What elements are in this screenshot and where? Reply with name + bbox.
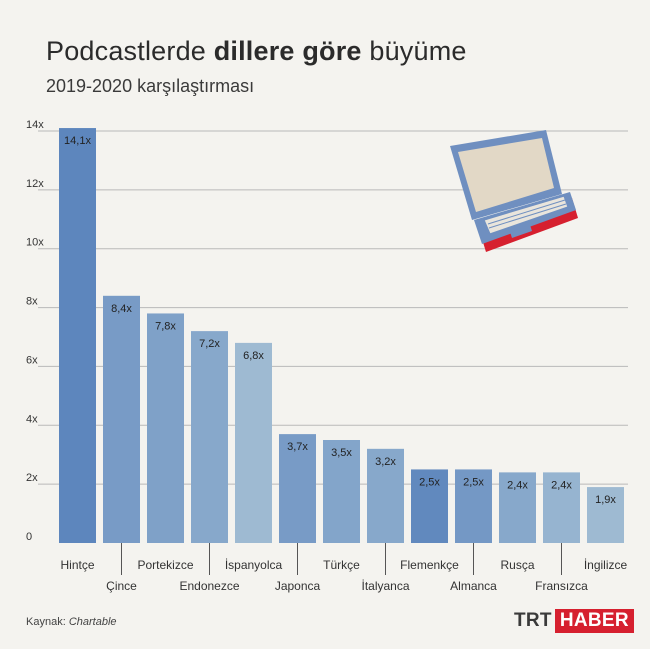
bar	[367, 448, 404, 543]
title-part-1: Podcastlerde	[46, 36, 206, 66]
x-tick-label: Hintçe	[60, 558, 94, 572]
y-tick-label: 12x	[26, 178, 44, 190]
y-tick-label: 10x	[26, 237, 44, 249]
y-tick-label: 0	[26, 531, 32, 543]
bar-value-label: 7,2x	[199, 338, 220, 350]
x-tick-label: Japonca	[275, 579, 321, 593]
bar-value-label: 3,2x	[375, 456, 396, 468]
source-note: Kaynak: Chartable	[26, 616, 117, 628]
x-tick-label: Portekizce	[137, 558, 193, 572]
x-tick-label: İngilizce	[584, 558, 628, 572]
bar-value-label: 8,4x	[111, 303, 132, 315]
bar-value-label: 2,4x	[507, 479, 528, 491]
y-tick-label: 14x	[26, 119, 44, 131]
bar	[191, 331, 228, 543]
bar	[499, 472, 536, 543]
x-tick-label: Çince	[106, 579, 137, 593]
x-tick-label: İspanyolca	[225, 558, 283, 572]
trt-haber-logo: TRT HABER	[514, 609, 634, 633]
bar-value-label: 14,1x	[64, 135, 91, 147]
source-name: Chartable	[68, 616, 117, 628]
bar	[147, 313, 184, 543]
bar-value-label: 2,5x	[419, 476, 440, 488]
bar-value-label: 3,5x	[331, 447, 352, 459]
bar	[587, 487, 624, 543]
brand-haber: HABER	[554, 609, 634, 633]
y-tick-label: 6x	[26, 354, 38, 366]
bar	[543, 472, 580, 543]
title-bold-part: dillere göre	[213, 36, 362, 66]
title-part-2: büyüme	[369, 36, 467, 66]
x-tick-label: Fransızca	[535, 579, 588, 593]
y-tick-label: 4x	[26, 413, 38, 425]
bar	[103, 295, 140, 543]
y-tick-label: 2x	[26, 472, 38, 484]
bar	[59, 128, 96, 544]
bar	[279, 434, 316, 543]
bar	[323, 440, 360, 543]
laptop-icon	[450, 130, 578, 252]
brand-trt: TRT	[514, 610, 552, 631]
bar-value-label: 7,8x	[155, 320, 176, 332]
bar	[455, 469, 492, 543]
bar-value-label: 1,9x	[595, 494, 616, 506]
y-tick-label: 8x	[26, 296, 38, 308]
bar-value-label: 2,4x	[551, 479, 572, 491]
bar-value-label: 2,5x	[463, 476, 484, 488]
x-tick-label: Rusça	[500, 558, 534, 572]
bar	[235, 342, 272, 543]
bar-value-label: 6,8x	[243, 350, 264, 362]
bar-value-label: 3,7x	[287, 441, 308, 453]
chart-subtitle: 2019-2020 karşılaştırması	[46, 76, 255, 96]
bar	[411, 469, 448, 543]
chart-title: Podcastlerde dillere göre büyüme	[46, 36, 467, 67]
x-tick-label: Endonezce	[179, 579, 239, 593]
x-tick-label: İtalyanca	[361, 579, 409, 593]
x-tick-label: Türkçe	[323, 558, 360, 572]
x-tick-label: Flemenkçe	[400, 558, 459, 572]
source-label: Kaynak:	[26, 616, 66, 628]
x-tick-label: Almanca	[450, 579, 497, 593]
